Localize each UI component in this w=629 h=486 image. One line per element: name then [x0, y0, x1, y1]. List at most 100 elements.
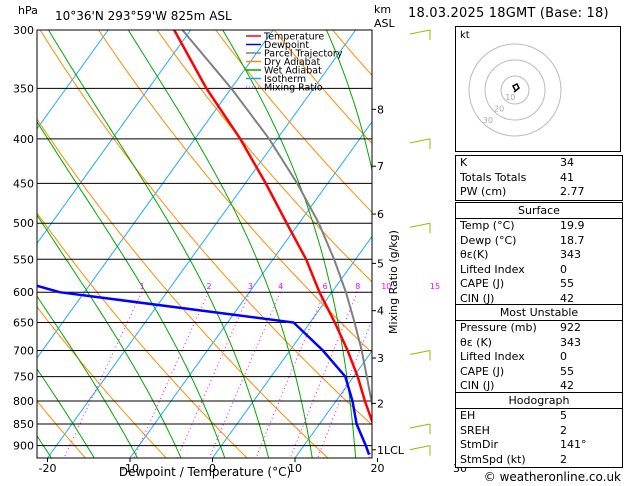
credit-footer: © weatheronline.co.uk: [483, 470, 621, 484]
wind-barb-flag: [409, 423, 431, 429]
pressure-tick-label: 400: [13, 133, 34, 146]
mixing-ratio-label: 6: [323, 282, 328, 291]
wind-barb-flag: [409, 138, 431, 144]
km-tick-label: 1LCL: [377, 444, 405, 457]
mu-row: CIN (J) 42: [456, 379, 622, 394]
mixing-ratio-line: [133, 291, 209, 458]
mu-label: θε (K): [460, 335, 492, 349]
hodograph-trace: [511, 82, 520, 93]
index-label: PW (cm): [460, 185, 507, 198]
wet-adiabat-line: [426, 30, 447, 460]
wet-adiabat-line: [127, 30, 313, 458]
surface-label: Dewp (°C): [460, 233, 517, 247]
dry-adiabat-line: [37, 212, 248, 458]
surface-label: θε(K): [460, 248, 489, 261]
hodo-value: 5: [560, 409, 567, 422]
wet-adiabat-line: [37, 368, 95, 458]
isotherm-line: [294, 350, 372, 458]
index-label: Totals Totals: [460, 170, 527, 184]
legend-label: Temperature: [263, 32, 324, 43]
wind-barb-flag: [409, 350, 431, 356]
mixing-ratio-label: 15: [430, 282, 440, 291]
km-tick-label: 4: [377, 305, 384, 318]
mu-label: CAPE (J): [460, 364, 505, 378]
mixing-ratio-line: [63, 291, 143, 458]
km-tick-label: 5: [377, 257, 384, 270]
most-unstable-title: Most Unstable: [456, 305, 622, 321]
index-value: 2.77: [560, 185, 585, 198]
surface-title: Surface: [456, 203, 622, 219]
surface-value: 18.7: [560, 233, 585, 247]
plot-frame: [36, 29, 373, 459]
km-tick-label: 6: [377, 208, 384, 221]
pressure-tick-label: 900: [13, 440, 34, 453]
mixing-ratio-line: [176, 291, 251, 458]
mu-row: Pressure (mb) 922: [456, 321, 622, 336]
mu-value: 42: [560, 379, 574, 392]
pressure-tick-label: 850: [13, 418, 34, 431]
index-row-k: K 34: [456, 156, 622, 171]
location-label: 10°36'N 293°59'W 825m ASL: [55, 9, 232, 23]
wet-adiabat-line: [48, 30, 270, 458]
surface-value: 343: [560, 248, 581, 261]
right-axis-title: Mixing Ratio (g/kg): [387, 230, 400, 334]
hodograph-ring: [500, 75, 530, 105]
isotherm-line: [129, 121, 372, 458]
pressure-tick-label: 300: [13, 24, 34, 37]
temperature-tick-label: -20: [39, 462, 57, 475]
km-tick-label: 8: [377, 103, 384, 116]
legend-label: Dewpoint: [264, 40, 309, 51]
mu-value: 0: [560, 350, 567, 363]
wet-adiabat-line: [37, 214, 182, 458]
hodo-row: SREH 2: [456, 424, 622, 439]
dry-adiabat-line: [156, 30, 372, 283]
surface-value: 55: [560, 277, 574, 290]
pressure-tick-label: 650: [13, 316, 34, 329]
forecast-datetime: 18.03.2025 18GMT (Base: 18): [408, 6, 609, 21]
mu-label: Lifted Index: [460, 350, 525, 363]
dry-adiabat-line: [37, 118, 329, 458]
isotherm-line: [212, 235, 372, 458]
hodo-label: StmSpd (kt): [460, 452, 526, 466]
surface-value: 19.9: [560, 219, 585, 232]
hodograph-table-panel: Hodograph EH 5 SREH 2 StmDir 141° StmSpd (k…: [455, 392, 623, 468]
mixing-ratio-label: 10: [381, 282, 391, 291]
surface-row: θε(K) 343: [456, 248, 622, 263]
legend-label: Wet Adiabat: [264, 66, 322, 77]
isotherm-line: [37, 30, 274, 359]
mu-value: 922: [560, 321, 581, 334]
surface-label: CAPE (J): [460, 277, 505, 290]
pressure-tick-label: 550: [13, 253, 34, 266]
surface-row: CIN (J) 42: [456, 292, 622, 307]
mu-value: 55: [560, 364, 574, 378]
legend-label: Parcel Trajectory: [264, 49, 343, 60]
dry-adiabat-line: [39, 30, 372, 426]
surface-label: CIN (J): [460, 291, 495, 305]
legend-label: Mixing Ratio: [264, 83, 323, 94]
index-row-pw: PW (cm) 2.77: [456, 185, 622, 200]
asl-unit-label: ASL: [374, 17, 396, 30]
dry-adiabat-line: [37, 400, 87, 458]
most-unstable-panel: Most Unstable Pressure (mb) 922 θε (K) 343…: [455, 304, 623, 395]
km-tick-label: 2: [377, 397, 384, 410]
mu-row: θε (K) 343: [456, 336, 622, 351]
hodograph-unit-label: kt: [460, 30, 470, 41]
surface-label: Temp (°C): [460, 219, 515, 232]
pressure-tick-label: 700: [13, 345, 34, 358]
mixing-ratio-label: 2: [206, 282, 211, 291]
mu-row: Lifted Index 0: [456, 350, 622, 365]
legend-label: Dry Adiabat: [264, 57, 321, 68]
isotherm-line: [37, 30, 109, 130]
surface-panel: Surface Temp (°C) 19.9 Dewp (°C) 18.7 θε(K…: [455, 202, 623, 307]
series-line-parcel-trajectory: [181, 30, 372, 410]
hodo-row: StmSpd (kt) 2: [456, 453, 622, 468]
pressure-tick-label: 750: [13, 371, 34, 384]
mixing-ratio-line: [208, 291, 281, 458]
km-unit-label: km: [374, 3, 391, 16]
temperature-tick-label: 0: [209, 462, 216, 475]
hodograph-ring-label: 10: [505, 93, 515, 102]
mu-value: 343: [560, 335, 581, 349]
wind-barb-flag: [409, 222, 431, 228]
surface-label: Lifted Index: [460, 262, 525, 276]
